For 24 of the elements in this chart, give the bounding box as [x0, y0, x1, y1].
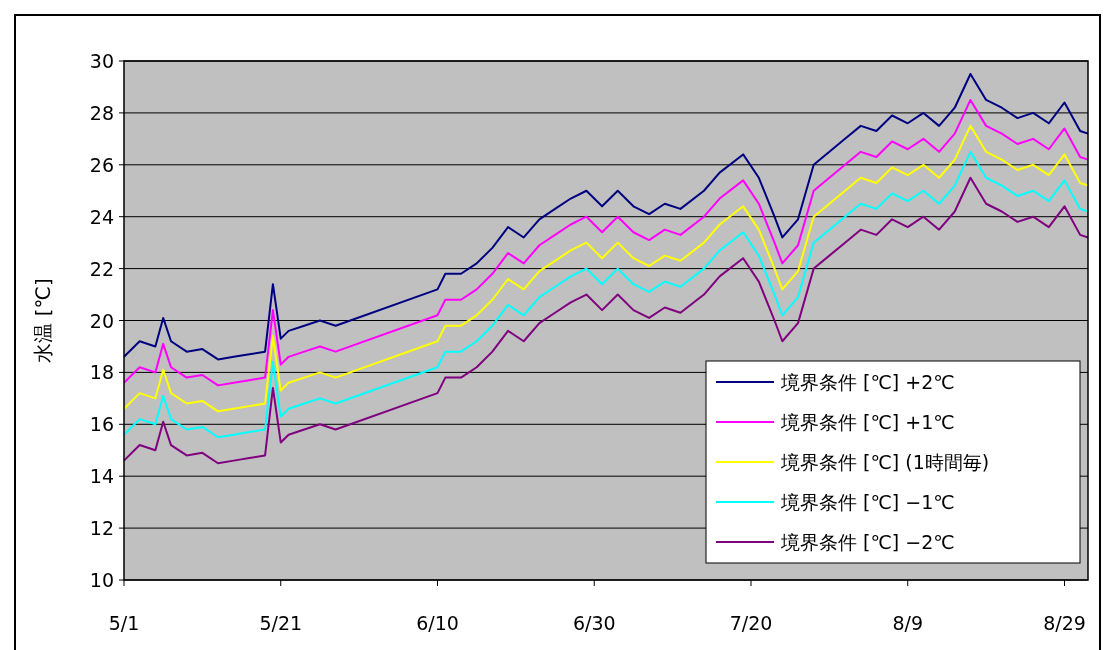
x-tick-label: 6/10 — [416, 612, 459, 634]
legend-label: 境界条件 [℃] (1時間毎) — [780, 451, 990, 473]
x-tick-label: 6/30 — [572, 612, 616, 634]
x-tick-label: 7/20 — [729, 612, 773, 634]
y-tick-label: 20 — [89, 309, 114, 332]
legend-label: 境界条件 [℃] −1℃ — [780, 491, 955, 513]
y-tick-label: 14 — [89, 465, 114, 488]
x-tick-label: 8/9 — [892, 612, 924, 634]
y-axis-title: 水温 [℃] — [31, 278, 55, 363]
legend-label: 境界条件 [℃] +2℃ — [780, 371, 955, 393]
y-tick-label: 10 — [89, 569, 114, 591]
y-tick-label: 30 — [89, 50, 114, 72]
y-tick-label: 26 — [89, 153, 114, 176]
x-tick-label: 5/1 — [108, 612, 140, 634]
x-tick-label: 8/29 — [1043, 612, 1086, 634]
legend-label: 境界条件 [℃] −2℃ — [780, 531, 955, 553]
y-tick-label: 24 — [89, 205, 114, 228]
y-tick-label: 18 — [89, 361, 114, 384]
x-tick-label: 5/21 — [259, 612, 303, 634]
y-tick-label: 28 — [89, 101, 114, 124]
legend-label: 境界条件 [℃] +1℃ — [780, 411, 955, 433]
y-tick-label: 12 — [89, 517, 114, 540]
y-tick-label: 16 — [89, 413, 114, 436]
y-tick-label: 22 — [89, 257, 114, 280]
